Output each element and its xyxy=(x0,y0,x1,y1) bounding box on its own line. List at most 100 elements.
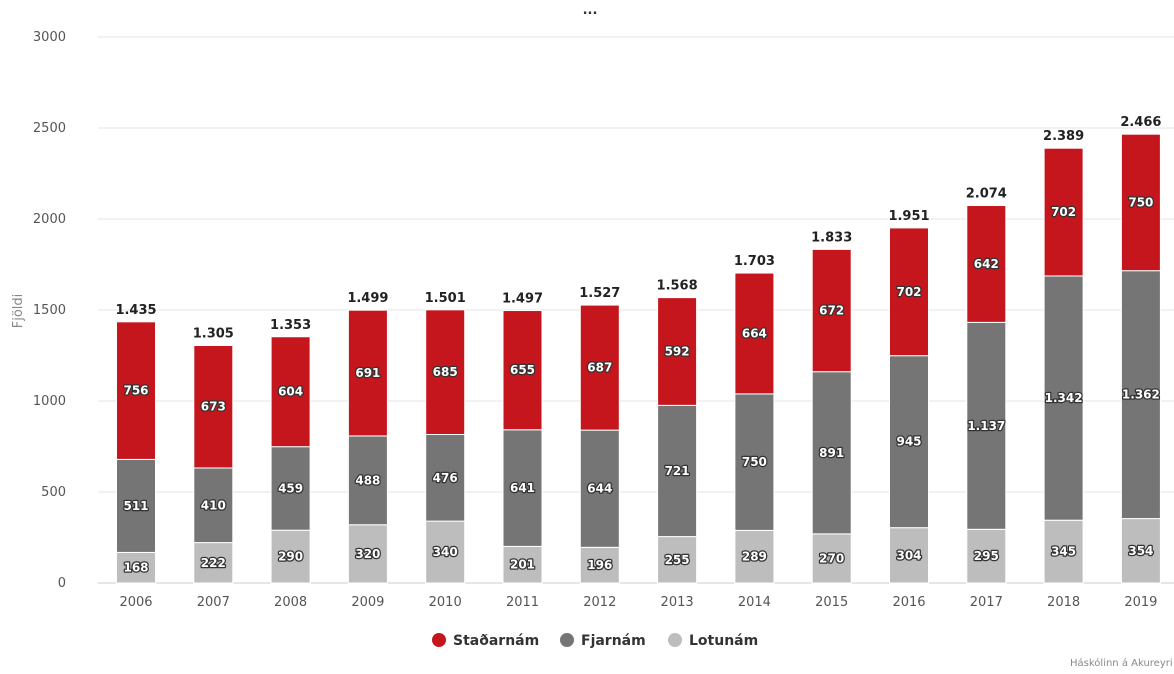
bar-segment[interactable] xyxy=(270,446,311,531)
bar-segment[interactable] xyxy=(811,371,852,535)
x-tick-label: 2007 xyxy=(197,595,230,610)
x-axis-ticks: 2006 2007 2008 2009 2010 2011 2012 2013 2014 2015… xyxy=(119,595,1157,610)
bar-segment[interactable] xyxy=(502,545,543,584)
total-label: 1.435 xyxy=(115,303,156,318)
bar-segment[interactable] xyxy=(579,304,620,431)
bar-group-2015[interactable]: 270 891 672 1.833 xyxy=(811,230,852,584)
bar-group-2011[interactable]: 201 641 655 1.497 xyxy=(502,292,543,584)
legend: Staðarnám Fjarnám Lotunám xyxy=(432,633,758,649)
bar-segment[interactable] xyxy=(966,528,1007,584)
x-tick-label: 2012 xyxy=(583,595,616,610)
bar-segment[interactable] xyxy=(657,536,698,584)
bar-segment[interactable] xyxy=(502,429,543,547)
credit-text[interactable]: Háskólinn á Akureyri xyxy=(1070,657,1173,669)
segment-value-label: 592 xyxy=(665,344,690,358)
y-tick-label: 2500 xyxy=(33,121,66,136)
bar-segment[interactable] xyxy=(270,336,311,448)
total-label: 2.074 xyxy=(966,187,1007,202)
segment-value-label: 295 xyxy=(974,549,999,563)
segment-value-label: 655 xyxy=(510,363,535,377)
bar-segment[interactable] xyxy=(811,533,852,584)
legend-label: Fjarnám xyxy=(581,633,646,649)
segment-value-label: 644 xyxy=(587,482,612,496)
segment-value-label: 1.362 xyxy=(1122,388,1160,402)
bar-segment[interactable] xyxy=(193,542,234,584)
bar-segment[interactable] xyxy=(579,429,620,548)
bar-segment[interactable] xyxy=(1120,518,1161,584)
bar-segment[interactable] xyxy=(425,433,466,522)
bar-segment[interactable] xyxy=(734,529,775,584)
bar-group-2019[interactable]: 354 1.362 750 2.466 xyxy=(1120,115,1161,584)
bar-segment[interactable] xyxy=(657,297,698,406)
x-tick-label: 2019 xyxy=(1124,595,1157,610)
segment-value-label: 255 xyxy=(665,553,690,567)
segment-value-label: 750 xyxy=(1128,195,1153,209)
bar-segment[interactable] xyxy=(193,344,234,469)
segment-value-label: 664 xyxy=(742,326,767,340)
bar-segment[interactable] xyxy=(270,529,311,584)
y-axis-ticks: 0 500 1000 1500 2000 2500 3000 xyxy=(33,30,66,591)
segment-value-label: 320 xyxy=(355,547,380,561)
segment-value-label: 290 xyxy=(278,550,303,564)
x-tick-label: 2011 xyxy=(506,595,539,610)
bar-group-2008[interactable]: 290 459 604 1.353 xyxy=(270,318,311,584)
x-tick-label: 2013 xyxy=(661,595,694,610)
bar-group-2014[interactable]: 289 750 664 1.703 xyxy=(734,254,775,584)
total-label: 1.527 xyxy=(579,286,620,301)
bar-group-2017[interactable]: 295 1.137 642 2.074 xyxy=(966,187,1007,584)
bar-segment[interactable] xyxy=(116,321,156,460)
bar-segment[interactable] xyxy=(425,309,466,435)
bar-segment[interactable] xyxy=(502,310,543,431)
bar-segment[interactable] xyxy=(425,520,466,584)
bar-group-2018[interactable]: 345 1.342 702 2.389 xyxy=(1043,129,1084,584)
bar-segment[interactable] xyxy=(1043,519,1084,584)
segment-value-label: 756 xyxy=(123,384,148,398)
segment-value-label: 750 xyxy=(742,455,767,469)
segment-value-label: 691 xyxy=(355,366,380,380)
bar-group-2010[interactable]: 340 476 685 1.501 xyxy=(425,291,466,584)
bar-segment[interactable] xyxy=(889,227,929,357)
x-tick-label: 2010 xyxy=(429,595,462,610)
total-label: 1.305 xyxy=(193,326,234,341)
bar-group-2007[interactable]: 222 410 673 1.305 xyxy=(193,326,234,584)
bar-segment[interactable] xyxy=(347,524,388,584)
total-label: 2.466 xyxy=(1120,115,1161,130)
bar-segment[interactable] xyxy=(193,467,234,544)
bar-segment[interactable] xyxy=(347,435,388,526)
legend-item[interactable]: Lotunám xyxy=(668,633,758,649)
bar-group-2012[interactable]: 196 644 687 1.527 xyxy=(579,286,620,584)
x-tick-label: 2016 xyxy=(892,595,925,610)
bar-segment[interactable] xyxy=(966,205,1007,323)
segment-value-label: 511 xyxy=(123,499,148,513)
bar-segment[interactable] xyxy=(116,551,156,584)
legend-item[interactable]: Staðarnám xyxy=(432,633,539,649)
bar-group-2006[interactable]: 168 511 756 1.435 xyxy=(115,303,157,584)
legend-label: Staðarnám xyxy=(453,633,539,649)
segment-value-label: 196 xyxy=(587,558,612,572)
total-label: 1.833 xyxy=(811,230,852,245)
bars: 168 511 756 1.435 222 410 673 1.305 290 459 604 1.3… xyxy=(115,115,1161,584)
x-tick-label: 2008 xyxy=(274,595,307,610)
y-tick-label: 1500 xyxy=(33,303,66,318)
bar-segment[interactable] xyxy=(657,404,698,538)
segment-value-label: 476 xyxy=(433,471,458,485)
total-label: 1.499 xyxy=(347,291,388,306)
bar-group-2009[interactable]: 320 488 691 1.499 xyxy=(347,291,388,584)
bar-segment[interactable] xyxy=(811,248,852,373)
segment-value-label: 410 xyxy=(201,498,226,512)
legend-item[interactable]: Fjarnám xyxy=(560,633,646,649)
total-label: 2.389 xyxy=(1043,129,1084,144)
bar-group-2013[interactable]: 255 721 592 1.568 xyxy=(657,279,698,584)
bar-group-2016[interactable]: 304 945 702 1.951 xyxy=(888,209,930,584)
y-tick-label: 3000 xyxy=(33,30,66,45)
bar-segment[interactable] xyxy=(347,309,388,437)
bar-segment[interactable] xyxy=(1120,133,1161,272)
x-tick-label: 2017 xyxy=(970,595,1003,610)
bar-segment[interactable] xyxy=(1043,147,1084,277)
bar-segment[interactable] xyxy=(1043,275,1084,521)
legend-marker xyxy=(560,633,574,647)
bar-segment[interactable] xyxy=(734,272,775,395)
bar-segment[interactable] xyxy=(966,321,1007,530)
bar-segment[interactable] xyxy=(116,458,156,553)
